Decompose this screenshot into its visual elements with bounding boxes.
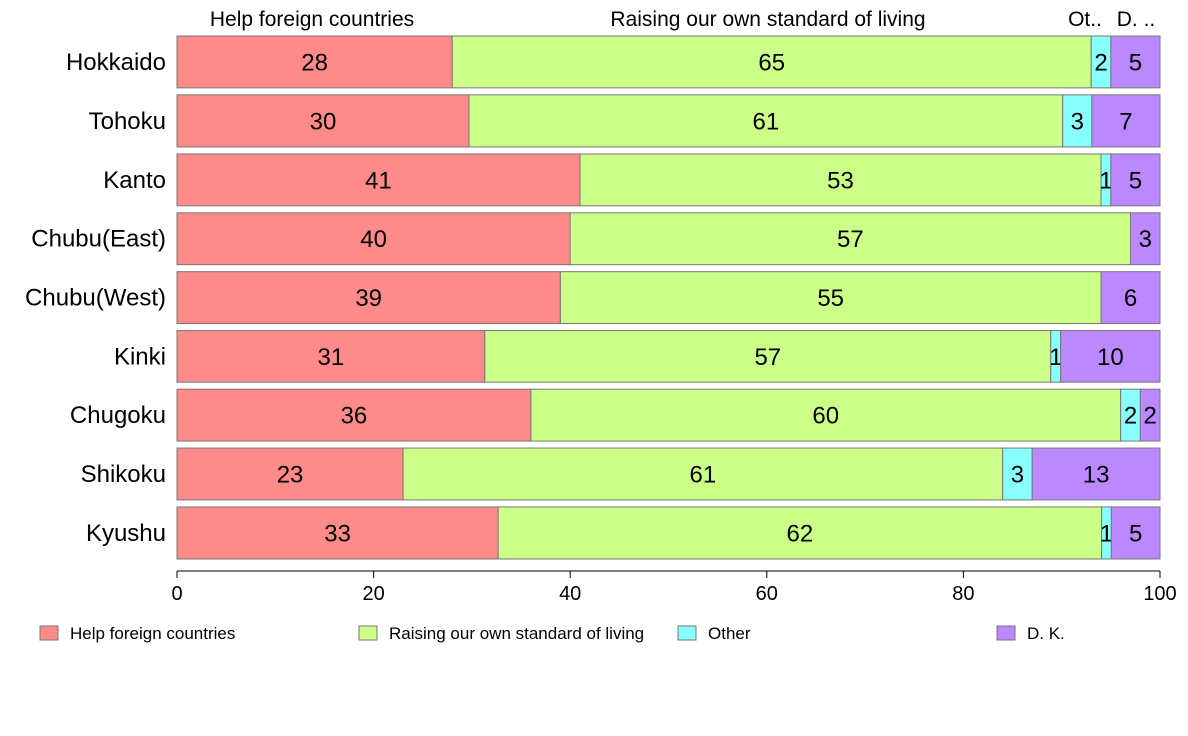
bar-segment-7-2 — [1002, 447, 1033, 501]
row-label-4: Chubu(West) — [25, 285, 166, 312]
x-tick-label-3: 60 — [756, 583, 778, 605]
data-label-6-1: 60 — [812, 403, 839, 430]
legend-swatch-1 — [358, 625, 378, 641]
data-label-2-1: 53 — [827, 167, 854, 194]
data-label-5-2: 1 — [1049, 344, 1062, 371]
data-label-4-1: 55 — [817, 285, 844, 312]
x-tick-label-5: 100 — [1143, 583, 1176, 605]
legend-label-1: Raising our own standard of living — [389, 624, 644, 643]
x-tick-label-0: 0 — [171, 583, 182, 605]
bar-segment-8-1 — [497, 506, 1103, 560]
legend-swatch-2 — [677, 625, 697, 641]
x-tick-label-4: 80 — [952, 583, 974, 605]
data-label-4-3: 6 — [1124, 285, 1137, 312]
data-label-0-3: 5 — [1129, 49, 1142, 76]
bar-segment-6-0 — [176, 388, 532, 442]
data-label-8-3: 5 — [1129, 520, 1142, 547]
data-label-5-3: 10 — [1097, 344, 1124, 371]
bar-segment-2-3 — [1110, 153, 1161, 207]
bar-segment-7-0 — [176, 447, 404, 501]
x-tick-label-1: 20 — [362, 583, 384, 605]
data-label-0-0: 28 — [301, 49, 328, 76]
data-label-1-2: 3 — [1071, 108, 1084, 135]
row-label-0: Hokkaido — [66, 49, 166, 76]
column-label-0: Help foreign countries — [210, 8, 414, 31]
data-label-2-0: 41 — [365, 167, 392, 194]
legend-label-2: Other — [708, 624, 751, 643]
bar-segment-6-3 — [1139, 388, 1161, 442]
data-label-3-1: 57 — [837, 226, 864, 253]
row-label-5: Kinki — [114, 343, 166, 370]
bar-segment-3-1 — [569, 212, 1132, 266]
legend-label-3: D. K. — [1027, 624, 1065, 643]
data-label-0-2: 2 — [1094, 49, 1107, 76]
legend-swatch-0 — [39, 625, 59, 641]
data-label-0-1: 65 — [758, 49, 785, 76]
data-label-7-2: 3 — [1011, 461, 1024, 488]
data-label-3-0: 40 — [360, 226, 387, 253]
data-label-6-2: 2 — [1124, 403, 1137, 430]
bar-segment-3-0 — [176, 212, 571, 266]
bar-segment-1-1 — [468, 94, 1064, 148]
legend-swatch-3 — [996, 625, 1016, 641]
data-label-3-3: 3 — [1139, 226, 1152, 253]
data-label-8-1: 62 — [787, 520, 814, 547]
data-label-1-1: 61 — [752, 108, 779, 135]
bar-segment-8-0 — [176, 506, 499, 560]
row-label-8: Kyushu — [86, 520, 166, 547]
column-label-2: Ot.. — [1068, 8, 1102, 31]
bar-segment-8-3 — [1110, 506, 1161, 560]
bar-segment-7-3 — [1031, 447, 1161, 501]
bar-segment-4-3 — [1100, 271, 1161, 325]
row-label-7: Shikoku — [81, 461, 166, 488]
data-label-1-0: 30 — [310, 108, 337, 135]
data-label-8-0: 33 — [324, 520, 351, 547]
bar-segment-1-2 — [1062, 94, 1093, 148]
data-label-1-3: 7 — [1119, 108, 1132, 135]
bar-segment-5-0 — [176, 330, 486, 383]
data-label-6-0: 36 — [341, 403, 368, 430]
x-tick-label-2: 40 — [559, 583, 581, 605]
data-label-6-3: 2 — [1143, 403, 1156, 430]
bar-segment-1-3 — [1091, 94, 1161, 148]
data-label-7-1: 61 — [690, 461, 717, 488]
bar-segment-2-0 — [176, 153, 581, 207]
bar-segment-1-0 — [176, 94, 470, 148]
row-label-1: Tohoku — [89, 108, 166, 135]
bar-segment-0-0 — [176, 35, 453, 89]
data-label-2-3: 5 — [1129, 167, 1142, 194]
column-label-1: Raising our own standard of living — [610, 8, 925, 31]
bar-segment-7-1 — [402, 447, 1004, 501]
bar-segment-0-3 — [1110, 35, 1161, 89]
row-label-3: Chubu(East) — [31, 226, 166, 253]
bar-segment-4-1 — [559, 271, 1102, 325]
bar-segment-0-1 — [451, 35, 1092, 89]
column-label-3: D. .. — [1117, 8, 1156, 31]
legend-label-0: Help foreign countries — [70, 624, 235, 643]
data-label-2-2: 1 — [1099, 167, 1112, 194]
row-label-2: Kanto — [103, 167, 166, 194]
data-label-7-3: 13 — [1083, 461, 1110, 488]
bar-segment-2-1 — [579, 153, 1102, 207]
bar-segment-5-3 — [1060, 330, 1161, 383]
data-label-5-1: 57 — [754, 344, 781, 371]
data-label-7-0: 23 — [277, 461, 304, 488]
bar-segment-3-3 — [1130, 212, 1161, 266]
row-label-6: Chugoku — [70, 402, 166, 429]
data-label-8-2: 1 — [1100, 520, 1113, 547]
data-label-4-0: 39 — [355, 285, 382, 312]
data-label-5-0: 31 — [318, 344, 345, 371]
bar-segment-6-1 — [530, 388, 1122, 442]
bar-segment-4-0 — [176, 271, 561, 325]
